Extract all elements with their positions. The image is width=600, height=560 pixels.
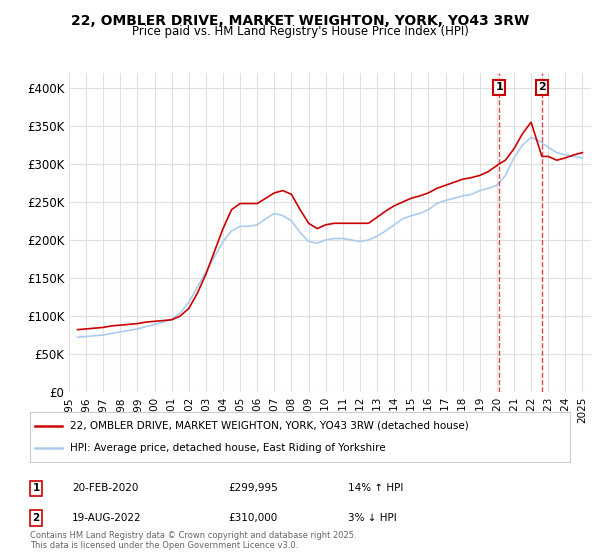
Text: 14% ↑ HPI: 14% ↑ HPI: [348, 483, 403, 493]
Text: 19-AUG-2022: 19-AUG-2022: [72, 513, 142, 523]
Text: 3% ↓ HPI: 3% ↓ HPI: [348, 513, 397, 523]
Text: 1: 1: [32, 483, 40, 493]
Text: 22, OMBLER DRIVE, MARKET WEIGHTON, YORK, YO43 3RW: 22, OMBLER DRIVE, MARKET WEIGHTON, YORK,…: [71, 14, 529, 28]
Text: 22, OMBLER DRIVE, MARKET WEIGHTON, YORK, YO43 3RW (detached house): 22, OMBLER DRIVE, MARKET WEIGHTON, YORK,…: [71, 421, 469, 431]
Text: Price paid vs. HM Land Registry's House Price Index (HPI): Price paid vs. HM Land Registry's House …: [131, 25, 469, 38]
Text: £299,995: £299,995: [228, 483, 278, 493]
Text: 1: 1: [495, 82, 503, 92]
Text: £310,000: £310,000: [228, 513, 277, 523]
Text: HPI: Average price, detached house, East Riding of Yorkshire: HPI: Average price, detached house, East…: [71, 443, 386, 453]
Text: 2: 2: [32, 513, 40, 523]
Text: Contains HM Land Registry data © Crown copyright and database right 2025.
This d: Contains HM Land Registry data © Crown c…: [30, 530, 356, 550]
Text: 2: 2: [538, 82, 546, 92]
Text: 20-FEB-2020: 20-FEB-2020: [72, 483, 139, 493]
